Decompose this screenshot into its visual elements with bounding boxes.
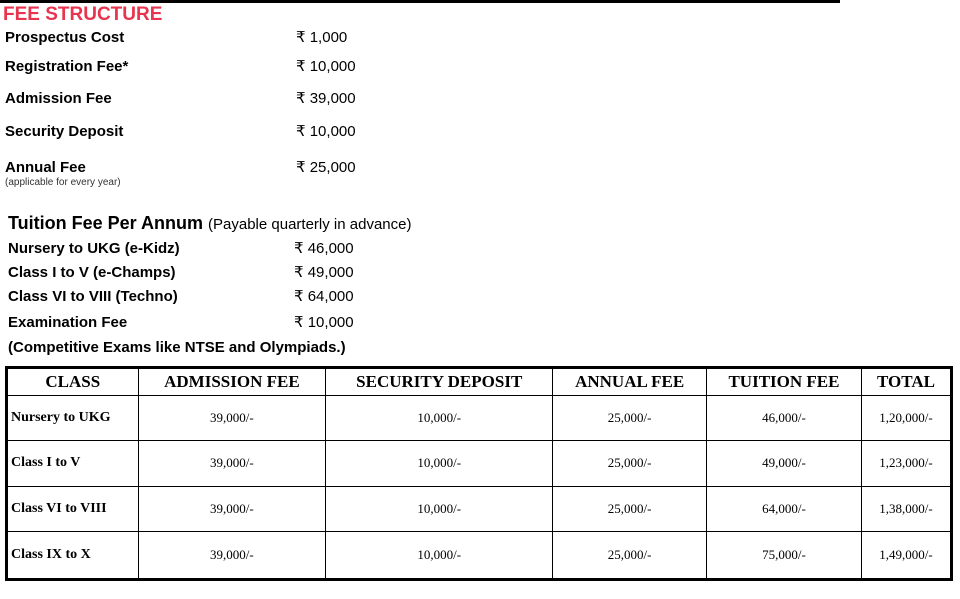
fee-cell: 10,000/- [325, 394, 554, 442]
tuition-footnote: (Competitive Exams like NTSE and Olympia… [8, 339, 346, 356]
tuition-label: Class VI to VIII (Techno) [8, 288, 178, 305]
column-header: ANNUAL FEE [552, 367, 708, 396]
column-header: SECURITY DEPOSIT [325, 367, 554, 396]
fee-amount: ₹ 39,000 [296, 90, 356, 107]
fee-cell: 1,38,000/- [860, 485, 953, 532]
fee-cell: 46,000/- [706, 394, 862, 442]
column-header: ADMISSION FEE [137, 367, 327, 396]
tuition-label: Nursery to UKG (e-Kidz) [8, 240, 180, 257]
fee-cell: 25,000/- [552, 394, 708, 442]
fee-cell: 1,49,000/- [860, 530, 953, 581]
fee-cell: 10,000/- [325, 530, 554, 581]
tuition-heading-text: Tuition Fee Per Annum [8, 213, 204, 233]
tuition-heading-note: (Payable quarterly in advance) [208, 216, 412, 233]
fee-amount: ₹ 10,000 [296, 58, 356, 75]
fee-cell: 1,23,000/- [860, 440, 953, 487]
top-rule [0, 0, 840, 3]
fee-cell: 39,000/- [137, 440, 327, 487]
class-name: Class IX to X [6, 530, 139, 581]
tuition-amount: ₹ 64,000 [294, 288, 354, 305]
fee-cell: 1,20,000/- [860, 394, 953, 442]
tuition-heading: Tuition Fee Per Annum (Payable quarterly… [8, 214, 411, 232]
fee-cell: 10,000/- [325, 485, 554, 532]
fee-label: Security Deposit [5, 123, 124, 140]
fee-label: Prospectus Cost [5, 29, 125, 46]
table-row: Nursery to UKG 39,000/- 10,000/- 25,000/- 46… [6, 394, 953, 442]
fee-cell: 39,000/- [137, 394, 327, 442]
fee-label: Registration Fee* [5, 58, 129, 75]
fee-cell: 10,000/- [325, 440, 554, 487]
class-name: Class I to V [6, 440, 139, 487]
fee-cell: 39,000/- [137, 485, 327, 532]
fee-cell: 25,000/- [552, 530, 708, 581]
tuition-label: Examination Fee [8, 314, 128, 331]
fee-amount: ₹ 25,000 [296, 159, 356, 176]
table-row: Class I to V 39,000/- 10,000/- 25,000/- 49,0… [6, 440, 953, 487]
tuition-label: Class I to V (e-Champs) [8, 264, 176, 281]
tuition-amount: ₹ 46,000 [294, 240, 354, 257]
fee-note: (applicable for every year) [5, 177, 121, 188]
column-header: TOTAL [860, 367, 953, 396]
tuition-amount: ₹ 49,000 [294, 264, 354, 281]
fee-cell: 49,000/- [706, 440, 862, 487]
column-header: TUITION FEE [706, 367, 862, 396]
class-name: Nursery to UKG [6, 394, 139, 442]
fee-cell: 25,000/- [552, 440, 708, 487]
class-name: Class VI to VIII [6, 485, 139, 532]
fee-amount: ₹ 10,000 [296, 123, 356, 140]
fee-cell: 75,000/- [706, 530, 862, 581]
fee-cell: 64,000/- [706, 485, 862, 532]
tuition-amount: ₹ 10,000 [294, 314, 354, 331]
fee-cell: 39,000/- [137, 530, 327, 581]
column-header: CLASS [6, 367, 139, 396]
fee-label: Admission Fee [5, 90, 112, 107]
header-row: CLASS ADMISSION FEE SECURITY DEPOSIT ANNUAL… [6, 367, 953, 396]
title: FEE STRUCTURE [3, 4, 163, 25]
fee-amount: ₹ 1,000 [296, 29, 348, 46]
fee-cell: 25,000/- [552, 485, 708, 532]
fee-table: CLASS ADMISSION FEE SECURITY DEPOSIT ANNUAL… [5, 366, 953, 581]
fee-label: Annual Fee [5, 159, 86, 176]
table-row: Class IX to X 39,000/- 10,000/- 25,000/- 75,… [6, 530, 953, 581]
table-row: Class VI to VIII 39,000/- 10,000/- 25,000/-… [6, 485, 953, 532]
